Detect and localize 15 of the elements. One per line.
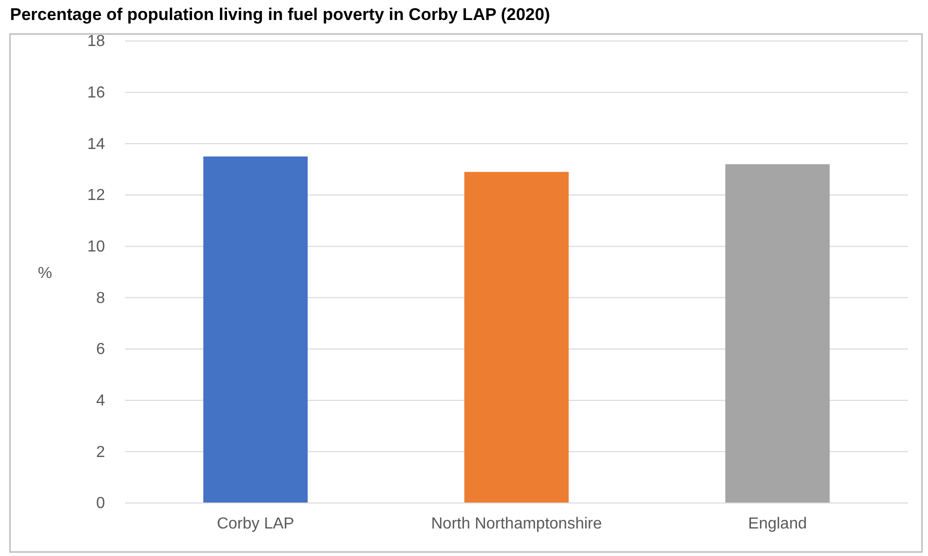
y-tick-label: 6: [96, 341, 106, 358]
y-tick-label: 4: [96, 392, 106, 410]
x-tick-label: North Northamptonshire: [431, 515, 602, 532]
y-tick-label: 10: [87, 238, 106, 256]
y-tick-label: 2: [96, 444, 106, 461]
y-tick-label: 18: [87, 33, 106, 50]
y-axis-title: %: [38, 265, 52, 282]
y-tick-label: 8: [96, 290, 106, 307]
y-tick-label: 12: [87, 187, 106, 204]
y-tick-label: 0: [96, 495, 106, 512]
y-tick-label: 16: [87, 84, 106, 102]
x-tick-label: England: [748, 515, 807, 532]
x-tick-label: Corby LAP: [216, 515, 294, 532]
chart-title: Percentage of population living in fuel poverty in Corby LAP (2020): [10, 5, 550, 24]
y-tick-label: 14: [87, 136, 106, 153]
